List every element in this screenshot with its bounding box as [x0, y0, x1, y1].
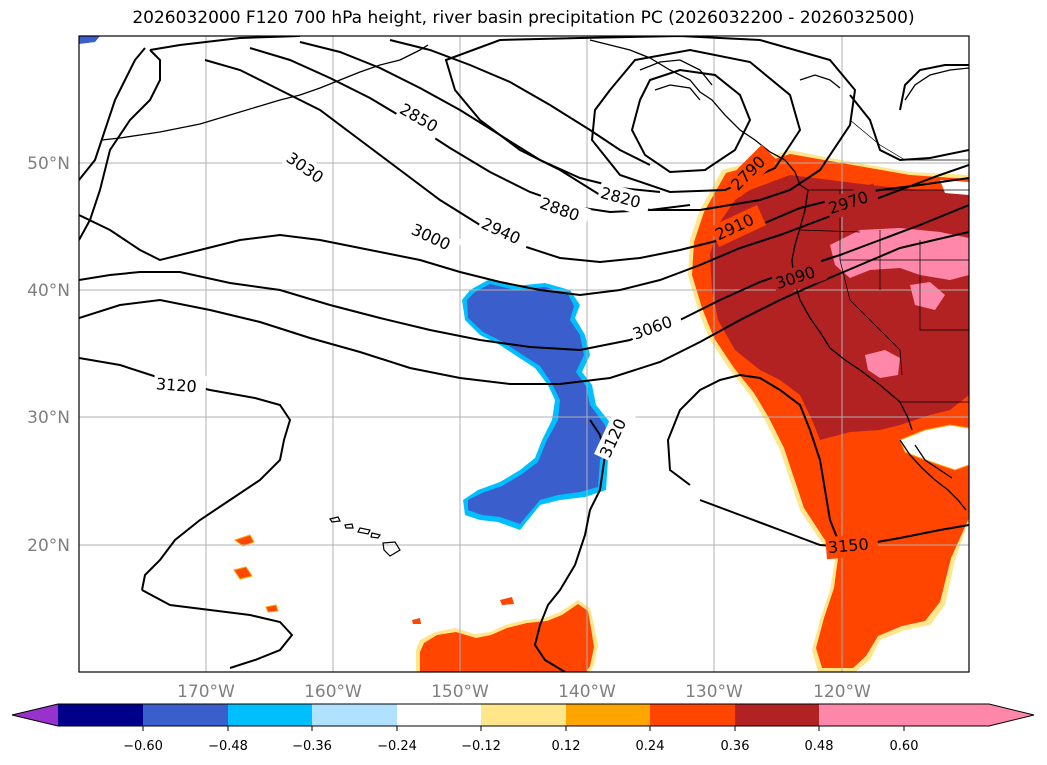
- colorbar-segment: [650, 704, 735, 726]
- colorbar: −0.60 −0.48 −0.36 −0.24 −0.12 0.12 0.24 …: [11, 703, 1035, 754]
- colorbar-segment: [312, 704, 397, 726]
- political-borders: [799, 119, 969, 403]
- colorbar-tick: −0.36: [292, 739, 332, 754]
- lon-label: 170°W: [177, 682, 235, 702]
- colorbar-segment: [228, 704, 312, 726]
- lat-label: 40°N: [27, 281, 70, 301]
- colorbar-segment: [58, 704, 143, 726]
- lon-label: 150°W: [431, 682, 489, 702]
- lon-label: 140°W: [558, 682, 616, 702]
- colorbar-tick: 0.12: [552, 739, 581, 754]
- colorbar-lower-extend: [12, 704, 58, 726]
- longitude-labels: 170°W 160°W 150°W 140°W 130°W 120°W: [177, 682, 871, 702]
- colorbar-tick: 0.36: [721, 739, 750, 754]
- hawaii-islands: [329, 516, 401, 557]
- lat-label: 50°N: [27, 154, 70, 174]
- map-gridlines: [79, 36, 969, 672]
- colorbar-tick: −0.12: [461, 739, 501, 754]
- lon-label: 160°W: [304, 682, 362, 702]
- lon-label: 120°W: [813, 682, 871, 702]
- map-plot-area: 2850 3030 2820 2880 2940 3000 2790 2910 …: [79, 36, 969, 672]
- latitude-labels: 50°N 40°N 30°N 20°N: [27, 154, 70, 556]
- colorbar-tick: −0.48: [208, 739, 248, 754]
- map-frame: [78, 35, 970, 673]
- colorbar-segment: [143, 704, 228, 726]
- colorbar-tick: 0.24: [636, 739, 665, 754]
- colorbar-tick: −0.60: [123, 739, 163, 754]
- colorbar-tick: 0.48: [805, 739, 834, 754]
- lon-label: 130°W: [685, 682, 743, 702]
- contour-label: 3150: [827, 535, 869, 557]
- colorbar-segment: [566, 704, 650, 726]
- colorbar-segment: [481, 704, 566, 726]
- contour-label: 3120: [155, 374, 197, 396]
- neutral-pockets: [899, 180, 969, 471]
- coastlines: [101, 39, 969, 511]
- positive-anomaly-south: [233, 534, 598, 672]
- colorbar-segment: [819, 704, 904, 726]
- lat-label: 30°N: [27, 408, 70, 428]
- lat-label: 20°N: [27, 536, 70, 556]
- colorbar-segment: [397, 704, 481, 726]
- colorbar-tick: 0.60: [890, 739, 919, 754]
- colorbar-segment: [735, 704, 819, 726]
- colorbar-upper-extend: [904, 704, 1034, 726]
- map-title: 2026032000 F120 700 hPa height, river ba…: [132, 8, 915, 28]
- colorbar-tick: −0.24: [377, 739, 417, 754]
